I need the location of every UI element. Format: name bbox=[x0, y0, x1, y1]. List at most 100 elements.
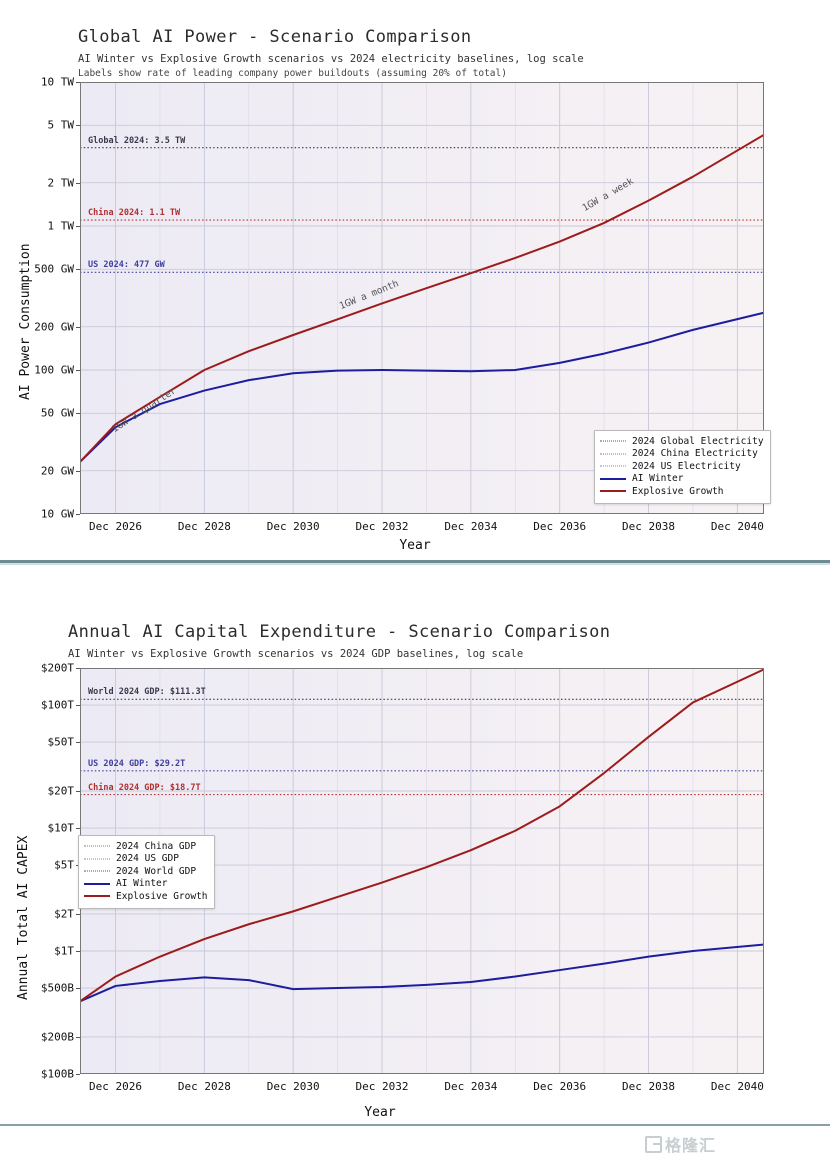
chart-title-power: Global AI Power - Scenario Comparison bbox=[78, 27, 472, 47]
legend-item[interactable]: 2024 US Electricity bbox=[600, 460, 764, 473]
y-tick-mark bbox=[76, 413, 80, 415]
y-tick-mark bbox=[76, 1074, 80, 1075]
y-tick-label: 500 GW bbox=[34, 262, 74, 276]
legend-label: Explosive Growth bbox=[116, 890, 208, 902]
x-tick-label: Dec 2028 bbox=[177, 1080, 231, 1093]
legend-item[interactable]: AI Winter bbox=[600, 473, 764, 486]
y-tick-label: $200T bbox=[40, 661, 74, 675]
legend-swatch-icon bbox=[84, 879, 110, 889]
y-tick-mark bbox=[76, 742, 80, 744]
legend-label: 2024 World GDP bbox=[116, 865, 197, 877]
baseline-annotation: China 2024: 1.1 TW bbox=[88, 208, 181, 219]
x-axis-label-capex: Year bbox=[364, 1105, 396, 1120]
legend-swatch-icon bbox=[600, 474, 626, 484]
series-line-explosive-growth bbox=[80, 133, 764, 463]
y-tick-label: 10 TW bbox=[40, 75, 74, 89]
y-tick-label: 1 TW bbox=[47, 219, 75, 233]
chart-subtitle-capex: AI Winter vs Explosive Growth scenarios … bbox=[68, 648, 524, 660]
x-tick-label: Dec 2026 bbox=[89, 1080, 143, 1093]
y-tick-mark bbox=[76, 125, 80, 127]
baseline-annotation: China 2024 GDP: $18.7T bbox=[88, 782, 201, 793]
series-line-explosive-growth bbox=[80, 668, 764, 1003]
y-tick-mark bbox=[76, 370, 80, 371]
y-tick-mark bbox=[76, 182, 80, 184]
legend-item[interactable]: 2024 Global Electricity bbox=[600, 435, 764, 448]
legend-label: Explosive Growth bbox=[632, 485, 724, 497]
legend-item[interactable]: 2024 China Electricity bbox=[600, 448, 764, 461]
x-tick-label: Dec 2038 bbox=[622, 520, 676, 533]
legend-swatch-icon bbox=[84, 891, 110, 901]
legend-label: AI Winter bbox=[632, 473, 684, 485]
y-tick-label: 20 GW bbox=[40, 464, 74, 478]
y-tick-label: 5 TW bbox=[47, 118, 75, 132]
y-tick-mark bbox=[76, 913, 80, 915]
x-tick-label: Dec 2032 bbox=[355, 520, 409, 533]
x-tick-label: Dec 2040 bbox=[710, 520, 764, 533]
x-tick-label: Dec 2026 bbox=[89, 520, 143, 533]
watermark-logo: 格隆汇 bbox=[645, 1132, 716, 1156]
legend-item[interactable]: AI Winter bbox=[84, 878, 208, 891]
y-tick-label: $100B bbox=[40, 1067, 74, 1081]
footer-separator bbox=[0, 1124, 830, 1126]
y-tick-mark bbox=[76, 951, 80, 952]
y-tick-label: $20T bbox=[47, 784, 75, 798]
chart-subtitle-power: AI Winter vs Explosive Growth scenarios … bbox=[78, 53, 584, 65]
y-tick-label: 10 GW bbox=[40, 507, 74, 521]
y-tick-label: 2 TW bbox=[47, 176, 75, 190]
y-tick-mark bbox=[76, 326, 80, 328]
baseline-annotation: World 2024 GDP: $111.3T bbox=[88, 687, 206, 698]
x-tick-label: Dec 2034 bbox=[444, 1080, 498, 1093]
baseline-annotation: US 2024: 477 GW bbox=[88, 260, 165, 271]
y-tick-label: $10T bbox=[47, 821, 75, 835]
y-tick-mark bbox=[76, 470, 80, 472]
y-tick-label: $100T bbox=[40, 698, 74, 712]
legend-swatch-icon bbox=[84, 866, 110, 876]
y-tick-label: $1T bbox=[54, 944, 74, 958]
legend-swatch-icon bbox=[600, 449, 626, 459]
x-tick-label: Dec 2030 bbox=[266, 520, 320, 533]
y-tick-label: 50 GW bbox=[40, 406, 74, 420]
x-axis-label-power: Year bbox=[399, 538, 431, 553]
section-separator-bottom bbox=[0, 563, 830, 565]
x-tick-label: Dec 2034 bbox=[444, 520, 498, 533]
y-tick-mark bbox=[76, 226, 80, 227]
legend-label: 2024 China GDP bbox=[116, 840, 197, 852]
legend-item[interactable]: Explosive Growth bbox=[84, 890, 208, 903]
legend-annual-ai-capex[interactable]: 2024 China GDP 2024 US GDP 2024 World GDP A… bbox=[78, 835, 215, 909]
legend-label: AI Winter bbox=[116, 878, 168, 890]
y-tick-label: $500B bbox=[40, 981, 74, 995]
y-tick-label: $200B bbox=[40, 1030, 74, 1044]
x-tick-label: Dec 2038 bbox=[622, 1080, 676, 1093]
chart-title-capex: Annual AI Capital Expenditure - Scenario… bbox=[68, 622, 611, 642]
chart-svg-global-ai-power bbox=[80, 82, 764, 514]
legend-label: 2024 China Electricity bbox=[632, 448, 758, 460]
section-separator-top bbox=[0, 560, 830, 563]
x-tick-label: Dec 2036 bbox=[533, 1080, 587, 1093]
x-tick-label: Dec 2036 bbox=[533, 520, 587, 533]
legend-swatch-icon bbox=[600, 436, 626, 446]
x-tick-label: Dec 2032 bbox=[355, 1080, 409, 1093]
legend-swatch-icon bbox=[600, 461, 626, 471]
series-line-ai-winter bbox=[80, 943, 764, 1003]
legend-item[interactable]: Explosive Growth bbox=[600, 485, 764, 498]
y-tick-label: $50T bbox=[47, 735, 75, 749]
y-tick-mark bbox=[76, 828, 80, 830]
y-tick-label: 100 GW bbox=[34, 363, 74, 377]
legend-label: 2024 US GDP bbox=[116, 853, 179, 865]
y-tick-mark bbox=[76, 705, 80, 707]
x-tick-label: Dec 2030 bbox=[266, 1080, 320, 1093]
y-tick-label: 200 GW bbox=[34, 320, 74, 334]
legend-item[interactable]: 2024 China GDP bbox=[84, 840, 208, 853]
legend-global-ai-power[interactable]: 2024 Global Electricity 2024 China Electr… bbox=[594, 430, 771, 504]
legend-item[interactable]: 2024 US GDP bbox=[84, 853, 208, 866]
y-tick-label: $5T bbox=[54, 858, 74, 872]
y-tick-mark bbox=[76, 269, 80, 271]
y-tick-mark bbox=[76, 1036, 80, 1038]
legend-item[interactable]: 2024 World GDP bbox=[84, 865, 208, 878]
watermark-text: 格隆汇 bbox=[665, 1136, 717, 1155]
figure-annual-ai-capex: Annual AI Capital Expenditure - Scenario… bbox=[0, 600, 830, 1120]
y-tick-mark bbox=[76, 82, 80, 83]
legend-swatch-icon bbox=[84, 854, 110, 864]
chart-subtitle2-power: Labels show rate of leading company powe… bbox=[78, 68, 507, 79]
legend-swatch-icon bbox=[600, 486, 626, 496]
